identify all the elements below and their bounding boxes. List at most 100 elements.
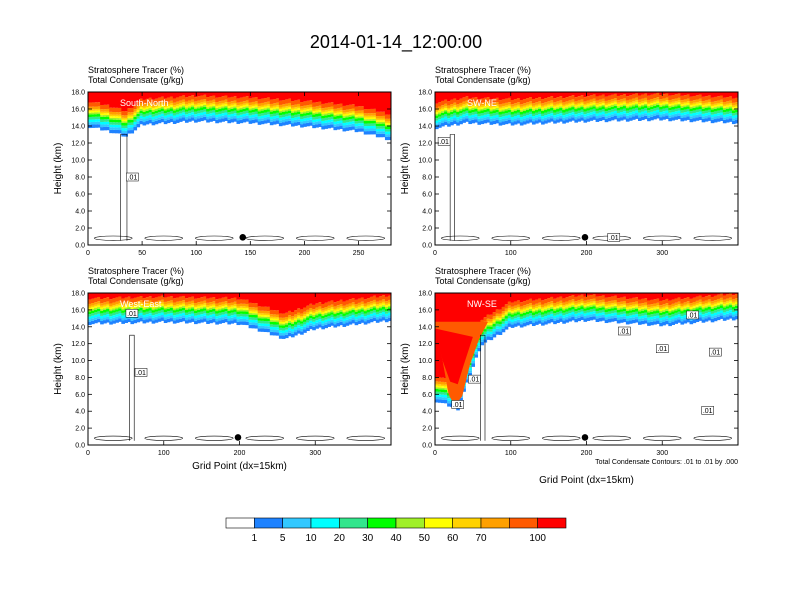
- tracer-cell: [318, 121, 322, 124]
- tracer-cell: [97, 108, 101, 111]
- tracer-cell: [680, 321, 685, 325]
- tracer-cell: [516, 104, 521, 107]
- tracer-cell: [462, 388, 466, 392]
- tracer-cell: [169, 293, 174, 297]
- tracer-cell: [728, 303, 733, 306]
- tracer-cell: [169, 105, 174, 107]
- tracer-cell: [713, 107, 718, 109]
- tracer-cell: [136, 308, 141, 312]
- tracer-cell: [568, 96, 572, 101]
- tracer-cell: [175, 97, 180, 102]
- tracer-cell: [136, 318, 141, 323]
- tracer-cell: [435, 112, 439, 114]
- tracer-cell: [175, 293, 180, 298]
- tracer-cell: [501, 92, 506, 100]
- tracer-cell: [638, 293, 642, 300]
- tracer-cell: [121, 320, 125, 324]
- tracer-cell: [291, 331, 295, 334]
- tracer-cell: [172, 306, 177, 309]
- tracer-cell: [94, 110, 98, 113]
- tracer-cell: [598, 293, 603, 297]
- tracer-cell: [701, 105, 706, 108]
- tracer-cell: [139, 105, 144, 108]
- tracer-cell: [598, 310, 603, 313]
- tracer-cell: [577, 100, 582, 103]
- tracer-cell: [650, 311, 654, 315]
- tracer-cell: [160, 295, 165, 300]
- tracer-cell: [369, 128, 374, 132]
- tracer-cell: [169, 106, 174, 109]
- tracer-cell: [601, 104, 606, 107]
- tracer-cell: [516, 293, 521, 301]
- tracer-cell: [254, 317, 259, 321]
- tracer-cell: [468, 105, 472, 108]
- tracer-cell: [510, 110, 515, 112]
- tracer-cell: [628, 102, 633, 104]
- tracer-cell: [178, 113, 183, 116]
- tracer-cell: [139, 120, 144, 125]
- tracer-cell: [656, 104, 660, 108]
- tracer-cell: [435, 125, 439, 130]
- tracer-cell: [324, 103, 328, 108]
- tracer-cell: [297, 121, 301, 126]
- tracer-cell: [456, 104, 460, 107]
- tracer-cell: [674, 101, 678, 103]
- tracer-cell: [318, 101, 322, 106]
- tracer-cell: [169, 113, 174, 117]
- tracer-cell: [531, 116, 536, 119]
- tracer-cell: [683, 309, 688, 313]
- tracer-cell: [375, 309, 380, 312]
- tracer-cell: [360, 305, 365, 308]
- tracer-cell: [641, 114, 645, 117]
- tracer-cell: [498, 293, 503, 310]
- tracer-cell: [118, 313, 122, 316]
- tracer-cell: [154, 105, 159, 108]
- tracer-cell: [492, 323, 497, 327]
- tracer-cell: [294, 119, 298, 123]
- tracer-cell: [230, 107, 235, 109]
- tracer-cell: [263, 98, 268, 103]
- tracer-cell: [145, 105, 150, 108]
- tracer-cell: [297, 320, 301, 323]
- tracer-cell: [278, 115, 283, 118]
- tracer-cell: [610, 111, 615, 115]
- tracer-cell: [127, 127, 132, 131]
- tracer-cell: [233, 118, 238, 122]
- tracer-cell: [333, 312, 338, 315]
- tracer-cell: [707, 92, 712, 96]
- tracer-cell: [568, 302, 572, 305]
- tracer-cell: [562, 104, 566, 107]
- tracer-cell: [689, 116, 694, 119]
- tracer-cell: [547, 298, 551, 303]
- tracer-cell: [91, 313, 95, 316]
- tracer-cell: [465, 104, 469, 107]
- tracer-cell: [218, 92, 222, 97]
- tracer-cell: [604, 108, 609, 112]
- tracer-cell: [242, 96, 247, 102]
- tracer-cell: [157, 109, 162, 113]
- tracer-cell: [351, 306, 356, 309]
- tracer-cell: [312, 109, 316, 112]
- tracer-cell: [438, 387, 442, 390]
- tracer-cell: [215, 321, 219, 325]
- tracer-cell: [375, 118, 380, 121]
- tracer-cell: [462, 92, 466, 98]
- tracer-cell: [698, 114, 703, 117]
- y-axis-label: Height (km): [400, 143, 411, 195]
- tracer-cell: [303, 324, 307, 327]
- tracer-cell: [197, 113, 201, 116]
- tracer-cell: [254, 303, 259, 308]
- tracer-cell: [327, 102, 331, 108]
- tracer-cell: [486, 318, 491, 322]
- tracer-cell: [263, 115, 268, 118]
- tracer-cell: [447, 107, 451, 110]
- tracer-cell: [254, 105, 259, 108]
- tracer-cell: [97, 106, 101, 109]
- tracer-cell: [513, 109, 518, 111]
- tracer-cell: [191, 107, 195, 110]
- tracer-cell: [577, 295, 582, 301]
- tracer-cell: [534, 112, 539, 116]
- tracer-cell: [595, 113, 600, 116]
- tracer-cell: [97, 316, 101, 319]
- tracer-cell: [492, 318, 497, 321]
